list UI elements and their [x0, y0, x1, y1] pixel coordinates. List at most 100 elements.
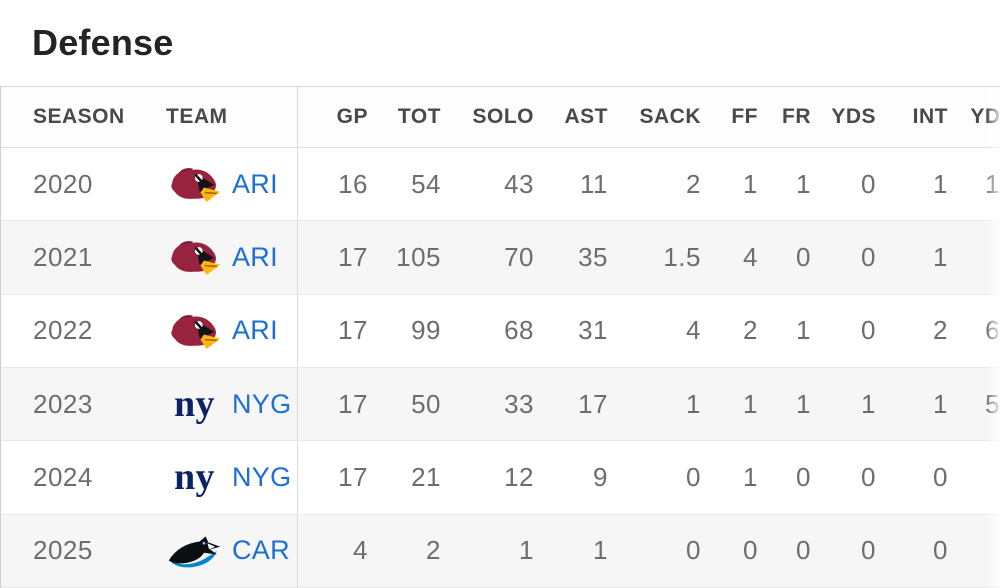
column-header-ff: FF [731, 105, 758, 128]
ast-value: 1 [593, 535, 608, 566]
column-header-gp: GP [336, 105, 368, 128]
solo-value: 43 [504, 168, 534, 199]
column-header-yds: YDS [831, 105, 876, 128]
fr-value: 0 [796, 241, 811, 272]
column-header-season: SEASON [33, 105, 125, 128]
int-value: 1 [933, 388, 948, 419]
panthers-logo-icon [166, 527, 223, 575]
ff-value: 1 [743, 388, 758, 419]
svg-text:ny: ny [174, 383, 215, 425]
column-header-yds2: YDS [970, 105, 1000, 128]
table-row: 2021 [1, 221, 1000, 295]
team-abbr-link[interactable]: ARI [232, 241, 278, 272]
column-header-ast: AST [564, 105, 608, 128]
yds-value: 0 [861, 315, 876, 346]
column-header-team: TEAM [158, 87, 298, 147]
solo-value: 33 [504, 388, 534, 419]
team-link[interactable]: ARI [166, 307, 278, 355]
table-row: 2020 [1, 148, 1000, 222]
sack-value: 0 [686, 535, 701, 566]
ast-value: 31 [578, 315, 608, 346]
team-cell: CAR [158, 514, 298, 587]
fr-value: 1 [796, 388, 811, 419]
column-header-tot: TOT [397, 105, 441, 128]
giants-logo-icon: ny [166, 453, 223, 501]
fr-value: 0 [796, 461, 811, 492]
team-abbr-link[interactable]: ARI [232, 315, 278, 346]
cardinals-logo-icon [166, 233, 223, 281]
int-value: 1 [933, 241, 948, 272]
table-row: 2025 CAR [1, 514, 1000, 588]
gp-value: 17 [338, 461, 368, 492]
yds-value: 0 [861, 168, 876, 199]
team-abbr-link[interactable]: CAR [232, 535, 290, 566]
season-cell: 2025 [33, 535, 93, 566]
sack-value: 4 [686, 315, 701, 346]
tot-value: 21 [411, 461, 441, 492]
solo-value: 68 [504, 315, 534, 346]
season-cell: 2023 [33, 388, 93, 419]
season-cell: 2021 [33, 241, 93, 272]
solo-value: 70 [504, 241, 534, 272]
yds-value: 0 [861, 535, 876, 566]
gp-value: 17 [338, 388, 368, 419]
sack-value: 2 [686, 168, 701, 199]
int-yds-value: 61 [985, 315, 1000, 346]
int-value: 0 [933, 535, 948, 566]
team-cell: ARI [158, 221, 298, 294]
int-yds-value: 54 [985, 388, 1000, 419]
gp-value: 16 [338, 168, 368, 199]
page-title: Defense [32, 22, 174, 63]
yds-value: 0 [861, 461, 876, 492]
int-yds-value: 16 [985, 168, 1000, 199]
sack-value: 0 [686, 461, 701, 492]
cardinals-logo-icon [166, 307, 223, 355]
ff-value: 2 [743, 315, 758, 346]
table-row: 2022 [1, 294, 1000, 368]
ast-value: 11 [580, 168, 608, 199]
solo-value: 1 [519, 535, 534, 566]
tot-value: 2 [426, 535, 441, 566]
ff-value: 4 [743, 241, 758, 272]
team-link[interactable]: CAR [166, 527, 290, 575]
gp-value: 4 [353, 535, 368, 566]
season-cell: 2024 [33, 461, 93, 492]
column-header-fr: FR [782, 105, 811, 128]
team-link[interactable]: ny NYG [166, 380, 291, 428]
column-header-solo: SOLO [472, 105, 534, 128]
column-header-sack: SACK [639, 105, 701, 128]
cardinals-logo-icon [166, 160, 223, 208]
ast-value: 17 [578, 388, 608, 419]
team-cell: ny NYG [158, 367, 298, 441]
team-abbr-link[interactable]: NYG [232, 388, 292, 419]
int-value: 0 [933, 461, 948, 492]
defense-stats-table: SEASON TEAM GP TOT SOLO AST SACK FF FR Y… [1, 87, 1000, 588]
team-abbr-link[interactable]: NYG [232, 461, 292, 492]
table-row: 2024 ny NYG 17 21 12 [1, 441, 1000, 515]
section-title-bar: Defense [0, 0, 1000, 86]
team-cell: ARI [158, 148, 298, 221]
team-cell: ny NYG [158, 441, 298, 514]
ff-value: 1 [743, 461, 758, 492]
ast-value: 35 [578, 241, 608, 272]
int-value: 2 [933, 315, 948, 346]
team-link[interactable]: ARI [166, 233, 278, 281]
yds-value: 1 [861, 388, 876, 419]
gp-value: 17 [338, 241, 368, 272]
sack-value: 1.5 [663, 241, 701, 272]
int-yds-value: 0 [948, 462, 1000, 493]
season-cell: 2022 [33, 315, 93, 346]
team-link[interactable]: ny NYG [166, 453, 291, 501]
stats-scroll-area[interactable]: SEASON TEAM GP TOT SOLO AST SACK FF FR Y… [0, 86, 1000, 588]
table-row: 2023 ny NYG 17 50 33 [1, 367, 1000, 442]
svg-text:ny: ny [174, 457, 215, 499]
team-cell: ARI [158, 294, 298, 367]
table-header-row: SEASON TEAM GP TOT SOLO AST SACK FF FR Y… [1, 87, 1000, 148]
fr-value: 0 [796, 535, 811, 566]
team-abbr-link[interactable]: ARI [232, 168, 278, 199]
tot-value: 54 [411, 168, 441, 199]
tot-value: 50 [411, 388, 441, 419]
team-link[interactable]: ARI [166, 160, 278, 208]
sack-value: 1 [686, 388, 701, 419]
